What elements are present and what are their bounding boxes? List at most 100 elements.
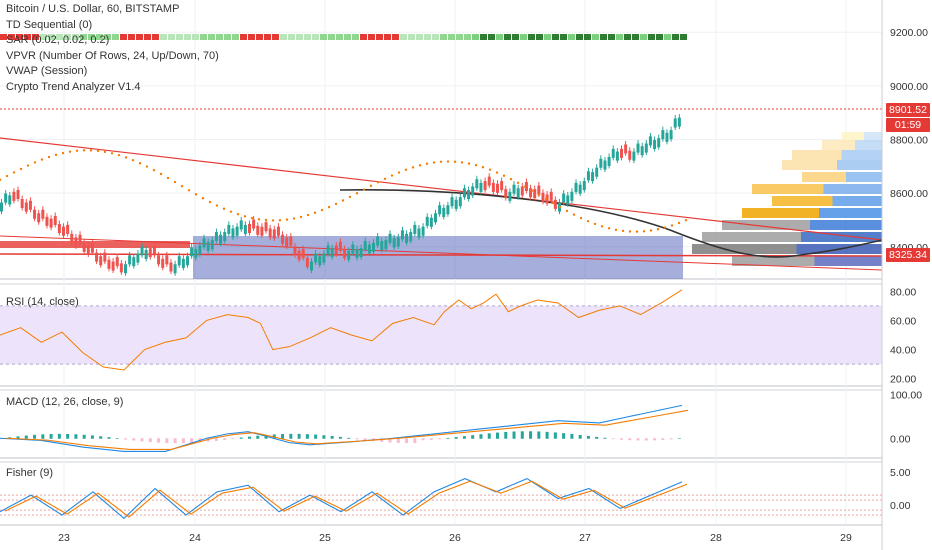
sar-dot: [663, 226, 667, 229]
macd-histogram-bar: [314, 434, 318, 439]
trend-bar-cell: [552, 34, 559, 40]
candle-body: [351, 244, 355, 254]
sar-dot: [516, 181, 520, 185]
indicator-crypto-trend[interactable]: Crypto Trend Analyzer V1.4: [6, 80, 141, 93]
candle-body: [648, 136, 652, 146]
macd-histogram-bar: [504, 431, 508, 439]
trend-bar-cell: [264, 34, 271, 40]
candle-body: [285, 237, 289, 247]
fisher-label[interactable]: Fisher (9): [6, 467, 54, 479]
sar-dot: [453, 160, 457, 163]
trend-bar-cell: [224, 34, 231, 40]
sar-dot: [222, 207, 226, 210]
sar-dot: [82, 149, 86, 152]
trend-bar-cell: [664, 34, 671, 40]
candle-body: [252, 219, 256, 229]
sar-dot: [628, 230, 632, 233]
candle-body: [66, 224, 70, 234]
candle-body: [529, 188, 533, 198]
macd-histogram-bar: [190, 438, 194, 443]
time-tick-label: 27: [579, 532, 591, 544]
macd-line: [0, 404, 683, 452]
sar-dot: [145, 165, 149, 168]
candle-body: [450, 197, 454, 207]
candle-body: [198, 245, 202, 255]
trend-bar-cell: [384, 34, 391, 40]
indicator-vpvr[interactable]: VPVR (Number Of Rows, 24, Up/Down, 70): [6, 49, 219, 62]
sar-dot: [0, 178, 2, 181]
macd-label[interactable]: MACD (12, 26, close, 9): [6, 396, 124, 408]
moving-average-curve: [339, 189, 883, 258]
sar-dot: [684, 218, 688, 222]
price-pane[interactable]: [0, 34, 883, 279]
candle-body: [235, 226, 239, 236]
macd-histogram-bar: [653, 438, 657, 441]
macd-histogram-bar: [33, 434, 37, 439]
indicator-vwap[interactable]: VWAP (Session): [6, 65, 88, 78]
macd-histogram-bar: [595, 436, 599, 439]
candle-body: [574, 182, 578, 192]
trend-bar-lower: [0, 241, 190, 248]
candle-body: [214, 232, 218, 242]
candle-body: [388, 233, 392, 243]
trend-bar-cell: [280, 34, 287, 40]
rsi-label[interactable]: RSI (14, close): [6, 296, 79, 308]
rsi-line: [0, 289, 683, 371]
macd-histogram-bar: [529, 431, 533, 439]
sar-dot: [488, 168, 492, 171]
candle-body: [644, 143, 648, 153]
rsi-pane[interactable]: [0, 289, 882, 371]
sar-dot: [432, 161, 436, 164]
trend-bar-cell: [496, 34, 503, 40]
time-tick-label: 28: [710, 532, 722, 544]
macd-histogram-bar: [661, 438, 665, 440]
indicator-sar[interactable]: SAR (0.02, 0.02, 0.2): [6, 34, 110, 47]
candle-body: [372, 242, 375, 252]
candle-body: [103, 252, 107, 262]
macd-signal-line: [5, 409, 689, 450]
sar-dot: [565, 209, 569, 213]
sar-dot: [26, 164, 30, 167]
candle-body: [305, 257, 309, 268]
vpvr-bar-down: [832, 196, 882, 206]
sar-dot: [138, 161, 142, 165]
trend-bar-cell: [152, 34, 159, 40]
trend-bar-cell: [440, 34, 447, 40]
symbol-title[interactable]: Bitcoin / U.S. Dollar, 60, BITSTAMP: [6, 3, 180, 15]
candle-body: [512, 184, 516, 194]
trend-bar-cell: [184, 34, 191, 40]
sar-dot: [229, 210, 233, 213]
trend-bar-cell: [400, 34, 407, 40]
candle-body: [611, 148, 615, 158]
macd-histogram-bar: [388, 438, 392, 443]
candle-body: [624, 144, 628, 154]
candle-body: [20, 198, 24, 209]
sar-dot: [117, 153, 121, 157]
trend-bar-cell: [56, 34, 63, 40]
indicator-td-sequential[interactable]: TD Sequential (0): [6, 18, 93, 31]
candle-body: [454, 199, 458, 209]
sar-dot: [159, 172, 163, 176]
macd-histogram-bar: [454, 437, 458, 439]
macd-histogram-bar: [297, 433, 301, 439]
candle-body: [636, 143, 640, 153]
sar-dot: [621, 229, 625, 233]
macd-histogram-bar: [82, 434, 86, 439]
candle-body: [363, 240, 367, 251]
candle-body: [86, 245, 90, 255]
candle-body: [53, 215, 57, 226]
trend-bar-cell: [80, 34, 87, 40]
sar-dot: [236, 212, 240, 216]
candle-body: [119, 263, 123, 273]
trend-bar-cell: [104, 34, 111, 40]
sar-dot: [635, 230, 639, 233]
vpvr-bar-up: [782, 160, 837, 170]
candle-body: [343, 249, 347, 259]
macd-histogram-bar: [24, 435, 28, 439]
sar-dot: [180, 184, 184, 188]
fisher-pane[interactable]: [0, 477, 882, 520]
macd-histogram-bar: [256, 435, 260, 439]
macd-pane[interactable]: [0, 404, 689, 452]
price-tick-label: 8800.00: [890, 135, 928, 147]
